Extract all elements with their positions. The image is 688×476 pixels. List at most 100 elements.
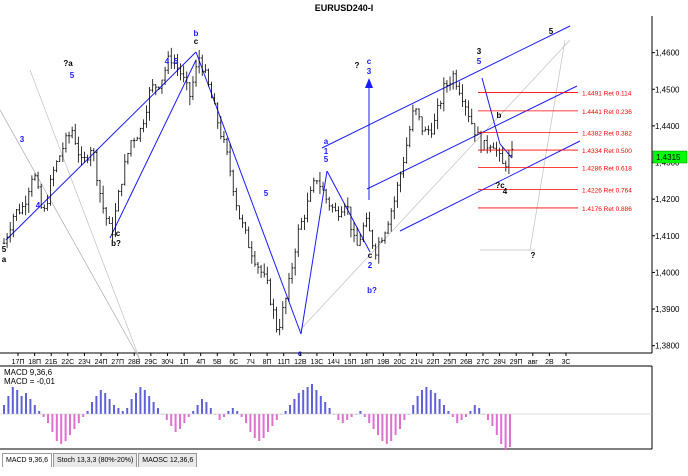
macd-bar <box>434 393 437 414</box>
indicator-tab[interactable]: Stoch 13,3,3 (80%-20%) <box>53 453 138 467</box>
macd-bar <box>51 414 54 432</box>
macd-bar <box>447 411 450 414</box>
current-price-label: 1,4315 <box>656 153 681 162</box>
macd-bar <box>38 411 41 414</box>
macd-bar <box>319 396 322 414</box>
x-tick-label: 2В <box>545 359 554 366</box>
fibonacci-levels: 1.4491 Ret 0.114 1.4441 Ret 0.236 1.4382 R… <box>478 91 632 213</box>
macd-bar <box>82 414 85 417</box>
fib-level-label: 1.4176 Ret 0.886 <box>582 206 632 213</box>
macd-bar <box>324 402 327 414</box>
y-tick-label: 1,4600 <box>655 49 680 58</box>
wave-label: 4 <box>503 187 508 196</box>
channel-line <box>366 85 578 190</box>
macd-bar <box>341 414 344 423</box>
price-axis: 1,46001,45001,44001,43001,42001,41001,40… <box>652 49 688 351</box>
channel-line <box>109 59 197 239</box>
macd-bar <box>368 414 371 423</box>
macd-bar <box>306 387 309 414</box>
macd-bar <box>3 405 5 414</box>
wave-label: a <box>324 137 329 146</box>
macd-bar <box>25 393 27 414</box>
macd-bar <box>135 393 137 414</box>
x-tick-label: 5В <box>213 359 222 366</box>
indicator-tab[interactable]: MACD 9,36,6 <box>2 453 53 467</box>
macd-bar <box>473 405 476 414</box>
macd-bar <box>469 411 472 414</box>
wave-label: ? <box>355 61 360 70</box>
macd-bar <box>284 411 287 414</box>
y-tick-label: 1,4400 <box>655 122 680 131</box>
x-tick-label: 27С <box>477 359 490 366</box>
x-tick-label: 24П <box>95 359 108 366</box>
macd-bar <box>104 393 107 414</box>
fib-level-label: 1.4286 Ret 0.618 <box>582 166 632 173</box>
price-candles <box>2 47 514 336</box>
macd-bar <box>223 414 225 417</box>
macd-bar <box>302 390 305 414</box>
macd-bar <box>95 396 98 414</box>
macd-bar <box>262 414 265 438</box>
macd-bar <box>113 405 115 414</box>
x-tick-label: 25П <box>443 359 456 366</box>
macd-bar <box>399 414 401 429</box>
y-tick-label: 1,4500 <box>655 85 680 94</box>
macd-bar <box>69 414 71 435</box>
wave-label: ?c <box>495 181 505 190</box>
wave-label: 4 <box>36 201 41 210</box>
y-tick-label: 1,4200 <box>655 195 680 204</box>
macd-name-label: MACD 9,36,6 <box>4 368 53 377</box>
macd-bar <box>377 414 379 435</box>
wave-label: a <box>2 255 7 264</box>
wave-label: 3 <box>20 135 25 144</box>
macd-bar <box>421 390 423 414</box>
x-tick-label: 22С <box>61 359 74 366</box>
macd-bar <box>64 414 67 441</box>
chart-title: EURUSD240-I <box>315 3 374 13</box>
wave-label: b <box>497 111 502 120</box>
wave-label: 5 <box>174 57 179 66</box>
macd-bar <box>86 411 89 414</box>
macd-bar <box>429 390 432 414</box>
macd-bar <box>29 399 32 414</box>
macd-bar <box>60 414 63 444</box>
x-tick-label: 17П <box>12 359 25 366</box>
y-tick-label: 1,3800 <box>655 342 680 351</box>
macd-bar <box>143 390 146 414</box>
wave-label: 5 <box>264 189 269 198</box>
fib-level-label: 1.4441 Ret 0.236 <box>582 109 632 116</box>
macd-value-label: MACD = -0,01 <box>4 377 55 386</box>
x-tick-label: 15П <box>344 359 357 366</box>
macd-bar <box>11 387 14 414</box>
macd-bar <box>187 414 190 417</box>
x-tick-label: 3С <box>562 359 571 366</box>
x-tick-label: 13С <box>310 359 323 366</box>
macd-bar <box>451 414 454 417</box>
macd-bar <box>487 414 489 420</box>
x-tick-label: 28В <box>128 359 141 366</box>
macd-bar <box>359 411 362 414</box>
macd-bar <box>209 408 212 414</box>
macd-bar <box>205 402 208 414</box>
channel-line <box>399 140 581 232</box>
macd-bar <box>297 393 300 414</box>
fib-level-label: 1.4334 Ret 0.500 <box>582 148 632 155</box>
x-tick-label: 8П <box>263 359 272 366</box>
current-price-box <box>652 150 688 164</box>
macd-bar <box>179 414 181 429</box>
macd-bar <box>218 414 221 420</box>
macd-bar <box>236 411 239 414</box>
wave-label: 5 <box>324 155 329 164</box>
macd-bar <box>201 399 203 414</box>
indicator-tab[interactable]: MAOSC 12,36,6 <box>138 453 198 467</box>
macd-bar <box>258 414 261 441</box>
macd-bar <box>267 414 269 432</box>
macd-bar <box>157 408 159 414</box>
macd-bar <box>412 405 415 414</box>
wave-label: c <box>368 251 373 260</box>
macd-bar <box>390 414 393 441</box>
macd-bar <box>385 414 388 444</box>
